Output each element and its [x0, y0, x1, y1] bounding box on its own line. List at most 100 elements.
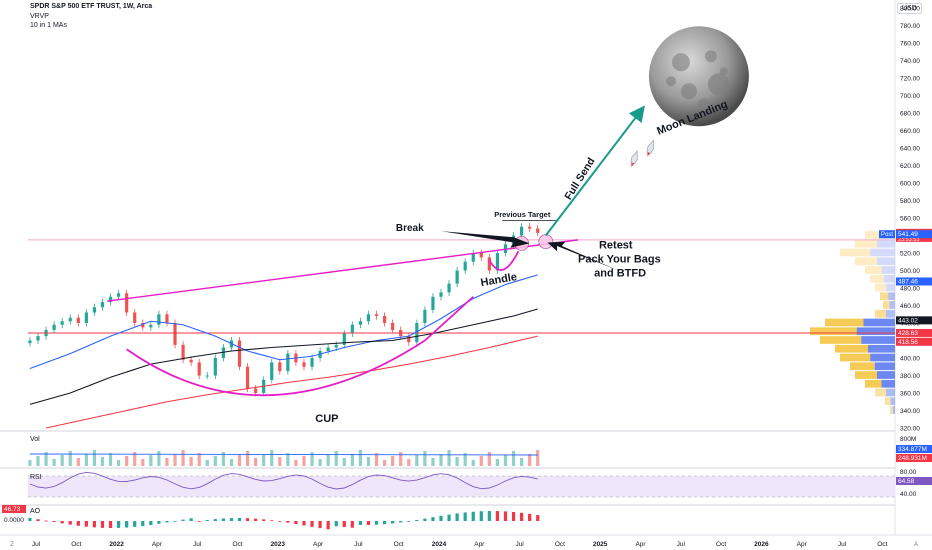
rsi-line	[29, 471, 538, 490]
time-tick: 2022	[109, 541, 124, 548]
volume-bar	[447, 450, 451, 466]
ao-bar	[221, 518, 225, 521]
volume-bar	[391, 456, 395, 466]
time-tick: Jul	[515, 541, 524, 548]
volume-bar	[382, 460, 387, 466]
volume-bar	[511, 451, 516, 466]
time-tick: Jul	[193, 541, 202, 548]
vrvp-bar-down	[892, 406, 895, 414]
candle-body	[431, 296, 435, 310]
time-tick: Apr	[635, 541, 646, 548]
ao-bar	[487, 511, 491, 521]
price-label: 418.56	[898, 339, 918, 346]
price-tick: 400.00	[900, 356, 920, 363]
ao-left-value: 46.73	[4, 506, 21, 513]
vrvp-bar-up	[883, 301, 890, 309]
full-send-arrow	[544, 105, 645, 237]
volume-bar	[197, 453, 201, 466]
ao-bar	[471, 511, 475, 521]
indicator-mas[interactable]: 10 in 1 MAs	[30, 22, 67, 29]
volume-label: Vol	[30, 436, 40, 443]
price-label-bg	[896, 337, 932, 346]
currency-badge[interactable]: USD	[897, 3, 922, 14]
volume-bar	[181, 450, 185, 466]
candle-body	[181, 344, 185, 360]
retest-arrow	[547, 241, 619, 271]
volume-bar	[487, 452, 491, 466]
moon-crater	[719, 67, 728, 76]
candle-body	[245, 366, 250, 389]
volume-bar	[278, 457, 282, 466]
post-badge: Post	[881, 232, 893, 238]
volume-bar	[229, 459, 234, 466]
indicator-vrvp[interactable]: VRVP	[30, 13, 49, 20]
time-tick: Oct	[394, 541, 404, 548]
ao-bar	[382, 521, 387, 525]
volume-bar	[44, 452, 48, 466]
price-label: 487.46	[898, 278, 918, 285]
volume-bar	[149, 455, 153, 466]
vrvp-bar-down	[874, 362, 895, 371]
rocket-icon	[630, 150, 638, 165]
candle-body	[189, 359, 193, 363]
volume-bar	[536, 450, 540, 466]
ao-bar	[407, 521, 411, 522]
volume-bar	[302, 456, 306, 466]
vrvp-bar-up	[855, 257, 877, 266]
volume-bar	[117, 460, 121, 466]
candle-body	[302, 362, 306, 367]
candle-body	[487, 257, 491, 271]
candle-body	[471, 253, 475, 262]
volume-bar	[52, 459, 56, 466]
volume-bar	[254, 458, 258, 466]
volume-bar	[108, 453, 113, 466]
volume-bar	[76, 458, 80, 466]
candle-body	[358, 321, 362, 325]
ao-bar	[52, 521, 56, 522]
vrvp-bar-up	[840, 248, 871, 257]
candle-body	[197, 362, 201, 376]
candle-body	[108, 296, 113, 302]
volume-value: 334.877M	[898, 446, 927, 453]
ao-bar	[262, 519, 266, 521]
vrvp-bar-down	[889, 301, 895, 309]
rocket-flame	[647, 152, 651, 157]
vrvp-bar-up	[855, 239, 877, 248]
volume-bar	[407, 459, 411, 466]
chart-title: SPDR S&P 500 ETF TRUST, 1W, Arca	[30, 3, 153, 10]
candle-body	[237, 340, 242, 367]
volume-bar	[68, 451, 72, 466]
price-tick: 780.00	[900, 23, 920, 30]
volume-bar	[294, 460, 298, 466]
vrvp-bar-down	[886, 309, 895, 318]
vrvp-bar-up	[870, 274, 884, 283]
candle-body	[36, 336, 40, 341]
label-pack-bags: Pack Your Bags	[578, 254, 661, 266]
ao-bar	[44, 520, 48, 522]
vrvp-bar-up	[825, 318, 864, 327]
price-tick: 760.00	[900, 41, 920, 48]
vrvp-bar-up	[865, 266, 882, 274]
post-badge-bg	[879, 230, 895, 239]
ao-bar	[133, 521, 137, 527]
vrvp-bar-down	[856, 327, 895, 336]
retest-circle	[538, 234, 554, 250]
moon-crater	[665, 76, 676, 87]
ao-bar	[270, 520, 274, 522]
ao-bar	[197, 521, 201, 522]
price-tick: 700.00	[900, 93, 920, 100]
candle-body	[439, 292, 443, 297]
vrvp-bar-up	[875, 388, 886, 397]
ao-bar	[423, 518, 427, 521]
candle-body	[76, 317, 80, 323]
volume-bar	[173, 454, 177, 466]
ao-bar	[326, 521, 330, 530]
time-tick: Jul	[838, 541, 847, 548]
price-tick: 640.00	[900, 146, 920, 153]
candle-body	[334, 344, 338, 348]
candle-body	[92, 307, 97, 313]
time-tick: Apr	[797, 541, 808, 548]
rsi-band	[28, 476, 895, 497]
vrvp-bar-up	[875, 283, 886, 292]
